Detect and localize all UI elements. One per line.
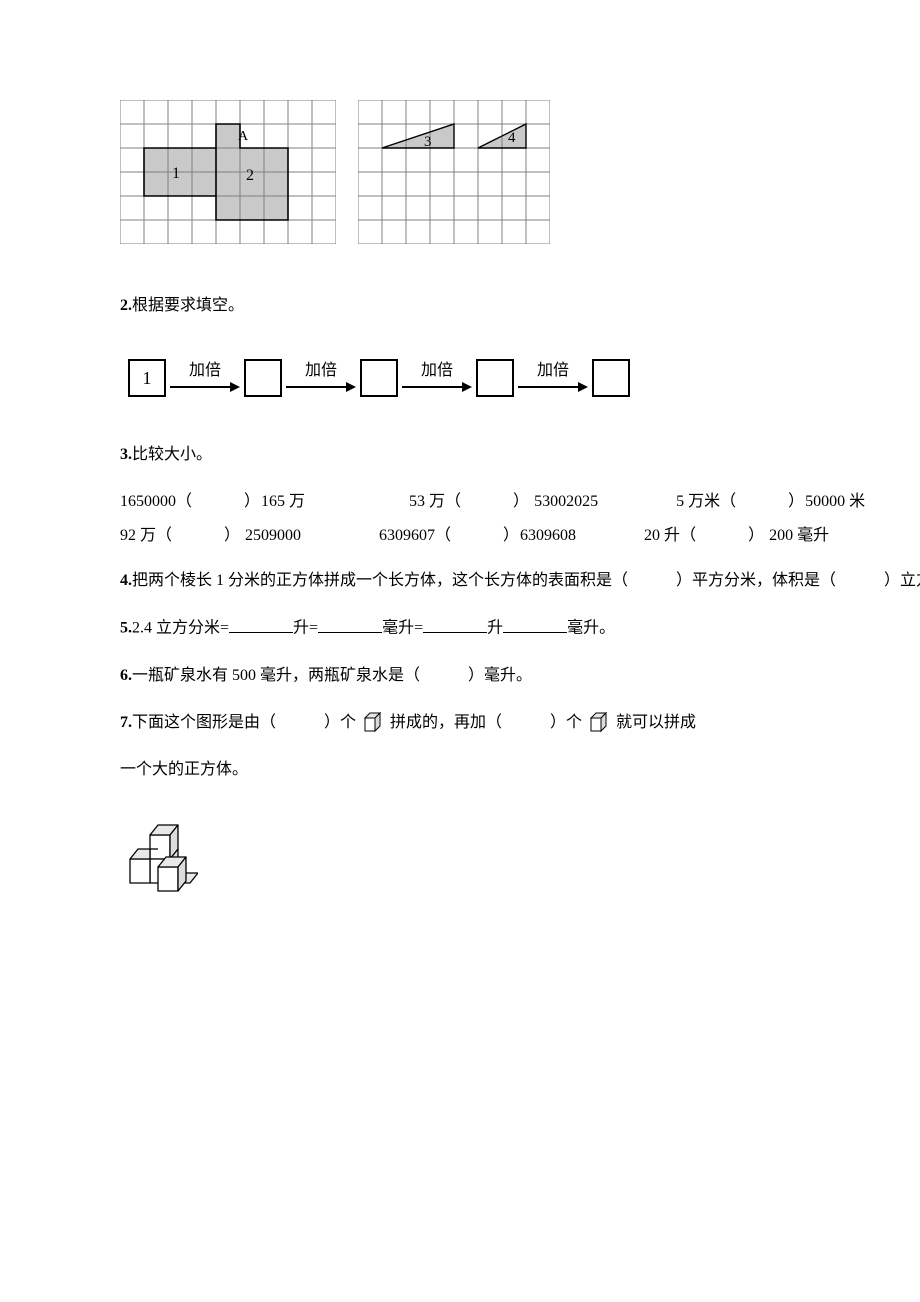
q7-t3: 就可以拼成 bbox=[616, 714, 696, 731]
q6-number: 6. bbox=[120, 667, 132, 684]
q3-r1-i1-blank: （ ） bbox=[176, 493, 261, 510]
q5-blank-2 bbox=[318, 614, 382, 633]
arrow-icon bbox=[170, 381, 240, 393]
q3-r1-i3-left: 5 万米 bbox=[676, 493, 720, 510]
doubling-box-start: 1 bbox=[128, 359, 166, 397]
q4-line: 4.把两个棱长 1 分米的正方体拼成一个长方体，这个长方体的表面积是（ ）平方分… bbox=[120, 567, 920, 594]
q3-row-1: 1650000（ ）165 万 53 万（ ） 53002025 5 万米（ ）… bbox=[120, 488, 920, 515]
figure1-label-1: 1 bbox=[172, 165, 180, 182]
q5-number: 5. bbox=[120, 620, 132, 637]
q4-text: 把两个棱长 1 分米的正方体拼成一个长方体，这个长方体的表面积是（ ）平方分米，… bbox=[132, 572, 920, 589]
q3-r1-i1-right: 165 万 bbox=[261, 493, 305, 510]
stacked-cubes-figure bbox=[120, 819, 920, 906]
q3-r1-i3-blank: （ ） bbox=[720, 493, 805, 510]
q7-number: 7. bbox=[120, 714, 132, 731]
q7-line-1: 7.下面这个图形是由（ ）个 拼成的，再加（ ）个 就可以拼成 bbox=[120, 709, 920, 736]
doubling-box-2 bbox=[244, 359, 282, 397]
q7-t2: 拼成的，再加（ ）个 bbox=[390, 714, 582, 731]
small-cube-icon bbox=[362, 711, 384, 733]
doubling-step-2: 加倍 bbox=[286, 363, 356, 393]
q6-text: 一瓶矿泉水有 500 毫升，两瓶矿泉水是（ ）毫升。 bbox=[132, 667, 532, 684]
figure2-label-3: 3 bbox=[424, 134, 432, 150]
doubling-box-5 bbox=[592, 359, 630, 397]
q3-r2-i1-right: 2509000 bbox=[241, 527, 301, 544]
doubling-step-1: 加倍 bbox=[170, 363, 240, 393]
doubling-step-2-label: 加倍 bbox=[305, 363, 337, 379]
doubling-box-3 bbox=[360, 359, 398, 397]
q7-line-2: 一个大的正方体。 bbox=[120, 756, 920, 783]
q3-r1-i2-blank: （ ） bbox=[445, 493, 530, 510]
figure1-label-2: 2 bbox=[246, 167, 254, 184]
figure2-label-4: 4 bbox=[508, 130, 516, 146]
q3-r2-i3-blank: （ ） bbox=[680, 527, 765, 544]
doubling-step-4-label: 加倍 bbox=[537, 363, 569, 379]
doubling-box-4 bbox=[476, 359, 514, 397]
q4-number: 4. bbox=[120, 572, 132, 589]
q3-r2-i2-left: 6309607 bbox=[379, 527, 435, 544]
q3-line: 3.比较大小。 bbox=[120, 441, 920, 468]
q3-r2-i1-blank: （ ） bbox=[156, 527, 241, 544]
doubling-step-4: 加倍 bbox=[518, 363, 588, 393]
q5-blank-3 bbox=[423, 614, 487, 633]
q2-line: 2.根据要求填空。 bbox=[120, 292, 920, 319]
q7-t4: 一个大的正方体。 bbox=[120, 761, 248, 778]
small-cube-icon bbox=[588, 711, 610, 733]
q3-r2-i1-left: 92 万 bbox=[120, 527, 156, 544]
q7-t1: 下面这个图形是由（ ）个 bbox=[132, 714, 356, 731]
q5-u1: 升= bbox=[293, 620, 318, 637]
q3-number: 3. bbox=[120, 446, 132, 463]
q3-r2-i2-right: 6309608 bbox=[520, 527, 576, 544]
q3-r2-i3-right: 200 毫升 bbox=[765, 527, 829, 544]
doubling-step-3-label: 加倍 bbox=[421, 363, 453, 379]
stacked-cubes-icon bbox=[120, 819, 198, 897]
q6-line: 6.一瓶矿泉水有 500 毫升，两瓶矿泉水是（ ）毫升。 bbox=[120, 662, 920, 689]
q3-text: 比较大小。 bbox=[132, 446, 212, 463]
q3-r1-i1-left: 1650000 bbox=[120, 493, 176, 510]
figures-row: A 1 2 3 4 bbox=[120, 100, 920, 244]
q5-u3: 升 bbox=[487, 620, 503, 637]
q2-number: 2. bbox=[120, 297, 132, 314]
q5-blank-1 bbox=[229, 614, 293, 633]
arrow-icon bbox=[402, 381, 472, 393]
q3-r1-i3-right: 50000 米 bbox=[805, 493, 865, 510]
doubling-step-3: 加倍 bbox=[402, 363, 472, 393]
figure1-label-A: A bbox=[238, 129, 249, 144]
doubling-diagram: 1 加倍 加倍 加倍 加倍 bbox=[128, 359, 920, 397]
q3-row-2: 92 万（ ） 2509000 6309607（ ）6309608 20 升（ … bbox=[120, 522, 920, 549]
q3-block: 1650000（ ）165 万 53 万（ ） 53002025 5 万米（ ）… bbox=[120, 488, 920, 548]
q5-line: 5.2.4 立方分米= 升= 毫升= 升 毫升。 bbox=[120, 614, 920, 642]
arrow-icon bbox=[286, 381, 356, 393]
q3-r2-i3-left: 20 升 bbox=[644, 527, 680, 544]
doubling-step-1-label: 加倍 bbox=[189, 363, 221, 379]
q2-text: 根据要求填空。 bbox=[132, 297, 244, 314]
figure-1-grid: A 1 2 bbox=[120, 100, 336, 244]
q5-u4: 毫升。 bbox=[567, 620, 615, 637]
figure-2-grid: 3 4 bbox=[358, 100, 550, 244]
q3-r1-i2-right: 53002025 bbox=[530, 493, 598, 510]
q5-prefix: 2.4 立方分米= bbox=[132, 620, 229, 637]
arrow-icon bbox=[518, 381, 588, 393]
q5-u2: 毫升= bbox=[382, 620, 423, 637]
q3-r1-i2-left: 53 万 bbox=[409, 493, 445, 510]
q3-r2-i2-blank: （ ） bbox=[435, 527, 520, 544]
q5-blank-4 bbox=[503, 614, 567, 633]
